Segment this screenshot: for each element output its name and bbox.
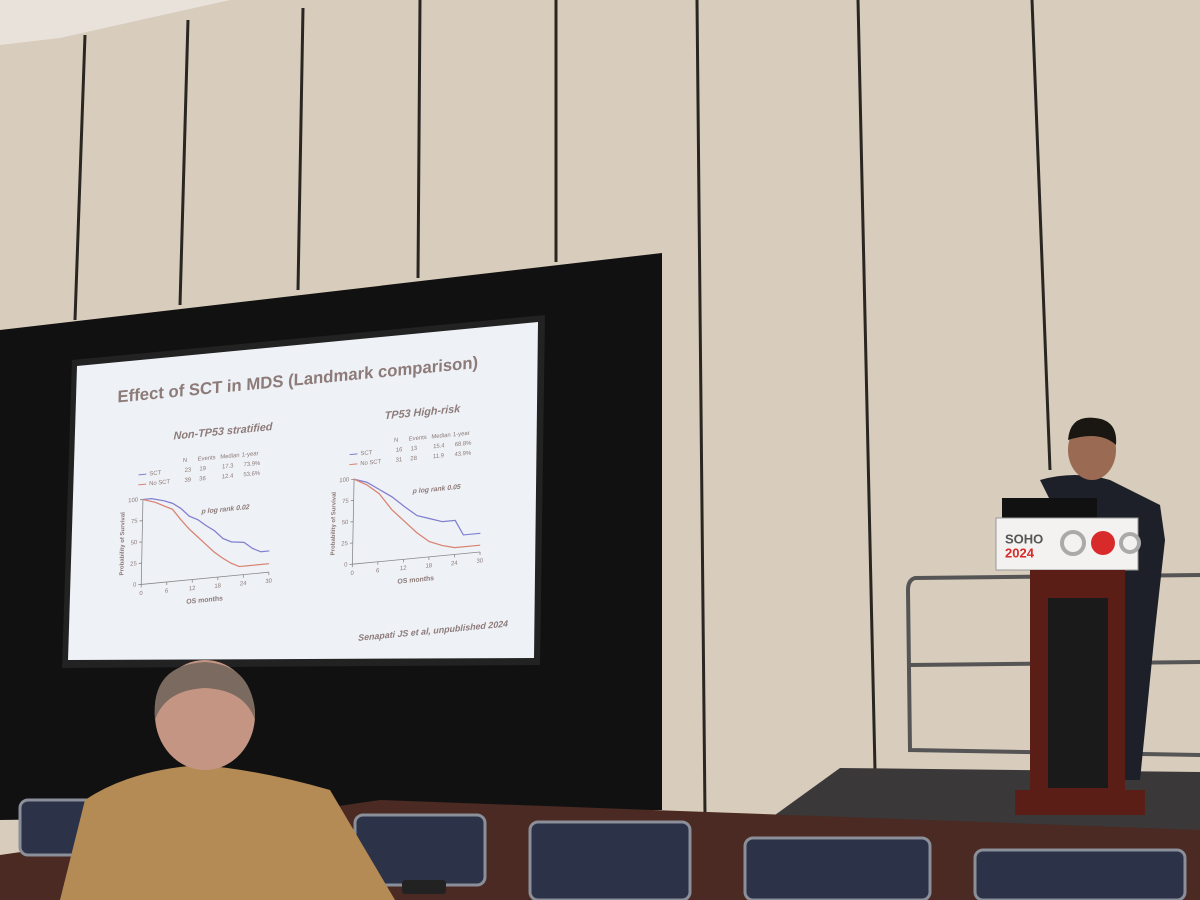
screen [68, 322, 538, 660]
legend-swatch [138, 473, 147, 476]
table-cell: 16 [396, 447, 403, 454]
y-tick-label: 100 [128, 497, 139, 504]
table-cell: 31 [396, 457, 403, 464]
row-label: No SCT [360, 459, 381, 467]
table-cell: 73.9% [244, 461, 262, 469]
y-tick-label: 100 [339, 477, 350, 484]
table-cell: 36 [199, 476, 206, 483]
y-tick-label: 50 [131, 540, 138, 547]
y-tick-label: 75 [342, 498, 349, 505]
sign-ring [1119, 532, 1141, 554]
table-header: N [183, 458, 187, 464]
table-cell: 17.3 [222, 463, 234, 470]
sign-ring [1060, 530, 1086, 556]
row-label: SCT [360, 450, 372, 457]
wall-seams [73, 0, 1052, 816]
phone [402, 880, 446, 894]
x-tick-label: 24 [240, 581, 247, 588]
table-cell: 28 [410, 456, 417, 463]
y-tick-label: 0 [344, 562, 348, 568]
podium-panel [1048, 598, 1108, 788]
table-header: 1-year [242, 451, 259, 459]
row-label: SCT [149, 470, 161, 477]
y-tick-label: 75 [131, 519, 138, 526]
table-header: N [394, 438, 398, 444]
table-header: Events [409, 435, 427, 443]
x-tick-label: 0 [139, 591, 143, 597]
table-cell: 23 [185, 467, 192, 474]
y-tick-label: 50 [342, 520, 349, 527]
survival-curve [142, 497, 270, 553]
x-axis-label: OS months [186, 595, 223, 606]
x-axis-label: OS months [397, 575, 434, 586]
x-tick-label: 0 [350, 571, 354, 577]
survival-curve [353, 478, 481, 549]
x-tick-label: 6 [165, 588, 169, 594]
y-tick-label: 25 [130, 561, 137, 568]
x-tick-label: 24 [451, 561, 458, 568]
table-header: Median [220, 453, 239, 461]
table-cell: 68.8% [455, 441, 473, 449]
x-tick-label: 12 [189, 586, 196, 593]
podium-base [1015, 790, 1145, 815]
legend-swatch [349, 463, 358, 466]
row-label: No SCT [149, 479, 170, 487]
table-cell: 39 [184, 477, 191, 484]
survival-curve [142, 498, 270, 568]
axis [352, 551, 481, 565]
chairs [18, 798, 1187, 900]
table-cell: 12.4 [222, 473, 234, 480]
p-value: p log rank 0.02 [200, 504, 249, 516]
audience-jacket [60, 765, 395, 900]
y-tick-label: 25 [341, 541, 348, 548]
y-axis-label: Probability of Survival [331, 491, 338, 555]
axis [141, 571, 269, 585]
audience-hair [154, 662, 255, 720]
x-tick-label: 6 [376, 568, 380, 574]
survival-curve [353, 478, 481, 536]
table-cell: 11.9 [433, 453, 445, 460]
table-header: Median [431, 433, 450, 441]
legend-swatch [138, 483, 147, 486]
sign-dot [1091, 531, 1115, 555]
x-tick-label: 18 [425, 563, 432, 570]
table-cell: 15.4 [433, 443, 445, 450]
table-header: 1-year [453, 431, 470, 439]
speaker-hair [1068, 417, 1117, 445]
x-tick-label: 30 [477, 558, 484, 565]
x-tick-label: 18 [214, 583, 221, 590]
legend-swatch [349, 453, 358, 456]
y-axis-label: Probability of Survival [119, 511, 126, 575]
table-cell: 43.9% [454, 451, 472, 459]
table-cell: 53.6% [243, 471, 261, 479]
x-tick-label: 12 [400, 566, 407, 573]
x-tick-label: 30 [265, 578, 272, 585]
podium-brand: SOHO [1005, 531, 1043, 546]
table-header: Events [198, 455, 216, 463]
p-value: p log rank 0.05 [412, 484, 461, 496]
table-cell: 13 [410, 446, 417, 453]
ceiling [0, 0, 230, 45]
y-tick-label: 0 [133, 582, 137, 588]
podium-year: 2024 [1005, 545, 1035, 560]
table-cell: 19 [199, 466, 206, 473]
